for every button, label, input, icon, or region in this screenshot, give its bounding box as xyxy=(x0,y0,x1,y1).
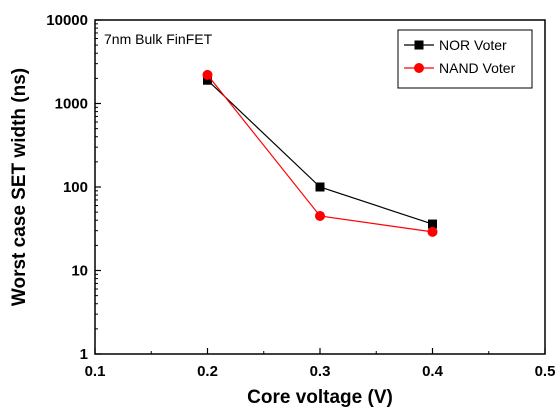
data-point-0-1 xyxy=(315,182,325,192)
x-tick-label: 0.2 xyxy=(197,363,218,380)
data-point-1-0 xyxy=(202,69,213,80)
y-tick-label: 10000 xyxy=(46,12,88,29)
y-axis-title: Worst case SET width (ns) xyxy=(9,68,30,306)
series-line-1 xyxy=(207,74,433,233)
x-axis-title: Core voltage (V) xyxy=(247,387,393,408)
data-point-1-2 xyxy=(427,226,438,237)
y-tick-label: 100 xyxy=(63,179,88,196)
data-point-1-1 xyxy=(315,210,325,221)
series-line-0 xyxy=(207,79,433,225)
x-tick-label: 0.1 xyxy=(85,363,106,380)
x-tick-label: 0.5 xyxy=(535,363,556,380)
legend-label-0: NOR Voter xyxy=(439,37,507,53)
legend: NOR Voter NAND Voter xyxy=(397,29,533,89)
axis-ticks: 0.1 0.2 0.3 0.4 0.5 1 10 100 1000 10000 xyxy=(46,12,555,380)
chart-annotation: 7nm Bulk FinFET xyxy=(104,31,213,47)
x-tick-label: 0.4 xyxy=(422,363,444,380)
y-tick-label: 10 xyxy=(71,263,88,280)
y-tick-label: 1 xyxy=(80,346,88,363)
legend-box xyxy=(397,29,533,89)
legend-marker-0 xyxy=(414,40,424,50)
series-layer xyxy=(202,69,438,237)
data-point-0-0 xyxy=(203,75,212,85)
data-point-0-2 xyxy=(428,219,437,229)
legend-marker-1 xyxy=(414,63,424,73)
y-tick-label: 1000 xyxy=(55,96,88,113)
legend-label-1: NAND Voter xyxy=(439,60,516,76)
x-tick-label: 0.3 xyxy=(310,363,331,380)
